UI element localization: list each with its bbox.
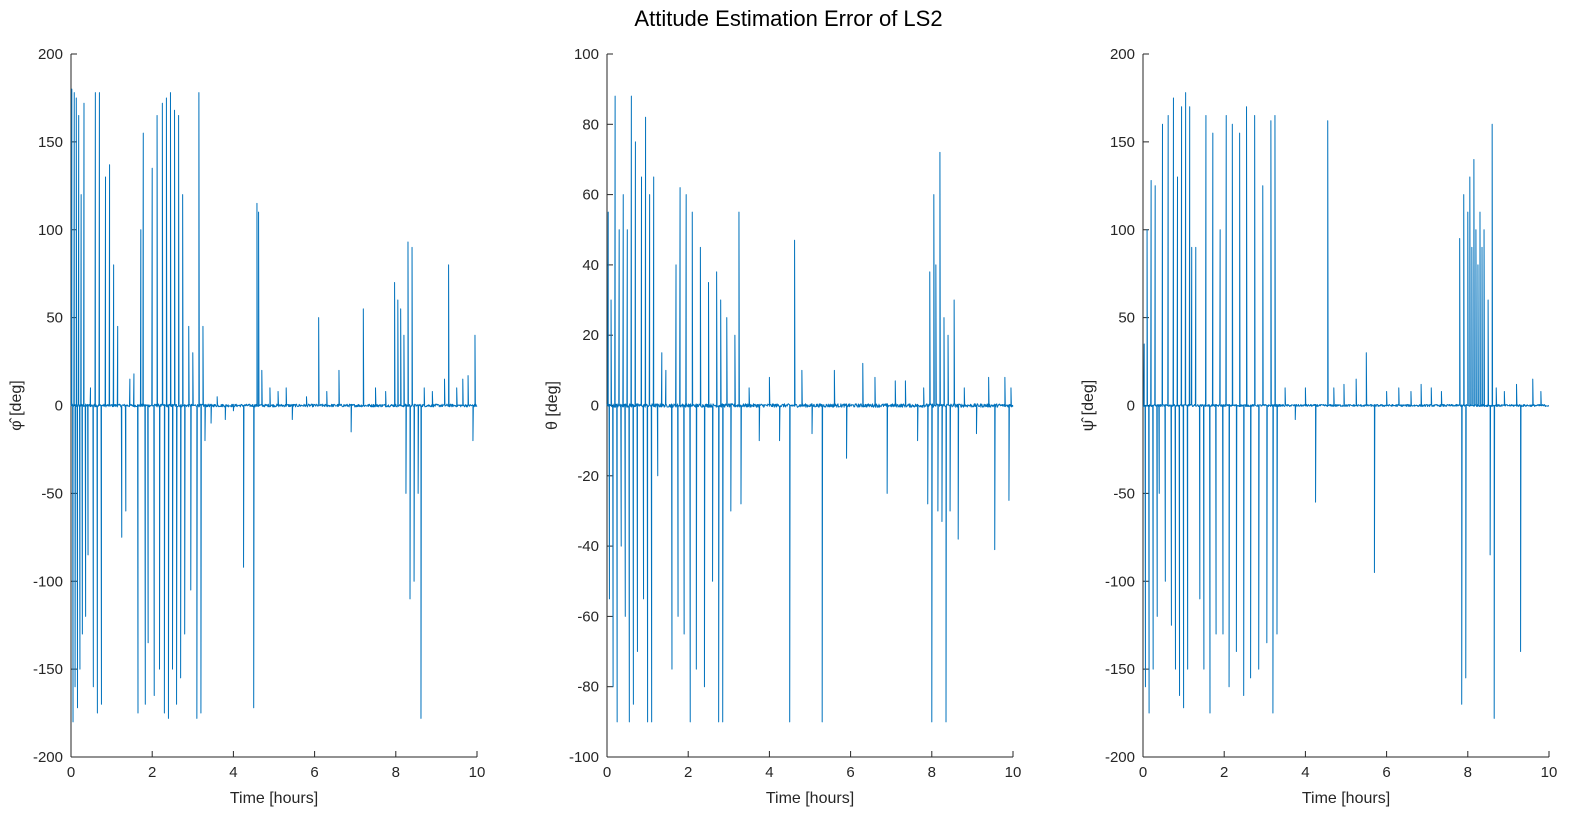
y-axis-label: θ [deg] (544, 381, 561, 430)
y-tick-label: -200 (1105, 749, 1135, 766)
y-tick-label: 100 (1110, 222, 1135, 239)
x-tick-label: 8 (392, 764, 400, 781)
y-tick-label: 50 (46, 310, 63, 327)
y-tick-label: 0 (591, 398, 599, 415)
y-tick-label: -20 (577, 468, 599, 485)
x-tick-label: 8 (1464, 764, 1472, 781)
y-tick-label: 20 (582, 327, 599, 344)
x-tick-label: 6 (846, 764, 854, 781)
y-tick-label: -100 (33, 573, 63, 590)
y-tick-label: -60 (577, 608, 599, 625)
y-tick-label: -100 (569, 749, 599, 766)
series-line-0-0 (70, 88, 478, 723)
x-tick-label: 4 (765, 764, 773, 781)
y-tick-label: 40 (582, 257, 599, 274)
x-tick-label: 0 (603, 764, 611, 781)
x-tick-label: 10 (1541, 764, 1558, 781)
x-tick-label: 0 (1139, 764, 1147, 781)
x-tick-label: 2 (148, 764, 156, 781)
y-tick-label: 150 (38, 134, 63, 151)
x-tick-label: 10 (1005, 764, 1022, 781)
y-tick-label: -150 (33, 661, 63, 678)
y-tick-label: 100 (38, 222, 63, 239)
x-tick-label: 8 (928, 764, 936, 781)
y-tick-label: 60 (582, 187, 599, 204)
y-axis-label: φ̂ [deg] (8, 380, 25, 430)
y-tick-label: 0 (55, 398, 63, 415)
y-tick-label: 200 (38, 46, 63, 63)
series-line-2-0 (1142, 92, 1550, 719)
x-tick-label: 6 (310, 764, 318, 781)
x-tick-label: 2 (684, 764, 692, 781)
x-axis-label: Time [hours] (230, 790, 318, 807)
x-tick-label: 4 (1301, 764, 1309, 781)
x-axis-label: Time [hours] (766, 790, 854, 807)
x-tick-label: 10 (469, 764, 486, 781)
y-tick-label: -40 (577, 538, 599, 555)
y-tick-label: -50 (41, 485, 63, 502)
y-tick-label: -150 (1105, 661, 1135, 678)
y-tick-label: -80 (577, 679, 599, 696)
x-tick-label: 6 (1382, 764, 1390, 781)
x-axis-label: Time [hours] (1302, 790, 1390, 807)
y-axis-label: ψ̂ [deg] (1080, 380, 1097, 431)
series-line-1-0 (606, 95, 1014, 723)
y-tick-label: 50 (1118, 310, 1135, 327)
y-tick-label: 80 (582, 116, 599, 133)
y-tick-label: 200 (1110, 46, 1135, 63)
y-tick-label: -100 (1105, 573, 1135, 590)
y-tick-label: -50 (1113, 485, 1135, 502)
y-tick-label: 150 (1110, 134, 1135, 151)
y-tick-label: -200 (33, 749, 63, 766)
x-tick-label: 0 (67, 764, 75, 781)
x-tick-label: 2 (1220, 764, 1228, 781)
y-tick-label: 0 (1127, 398, 1135, 415)
figure-title: Attitude Estimation Error of LS2 (634, 6, 943, 31)
x-tick-label: 4 (229, 764, 237, 781)
y-tick-label: 100 (574, 46, 599, 63)
